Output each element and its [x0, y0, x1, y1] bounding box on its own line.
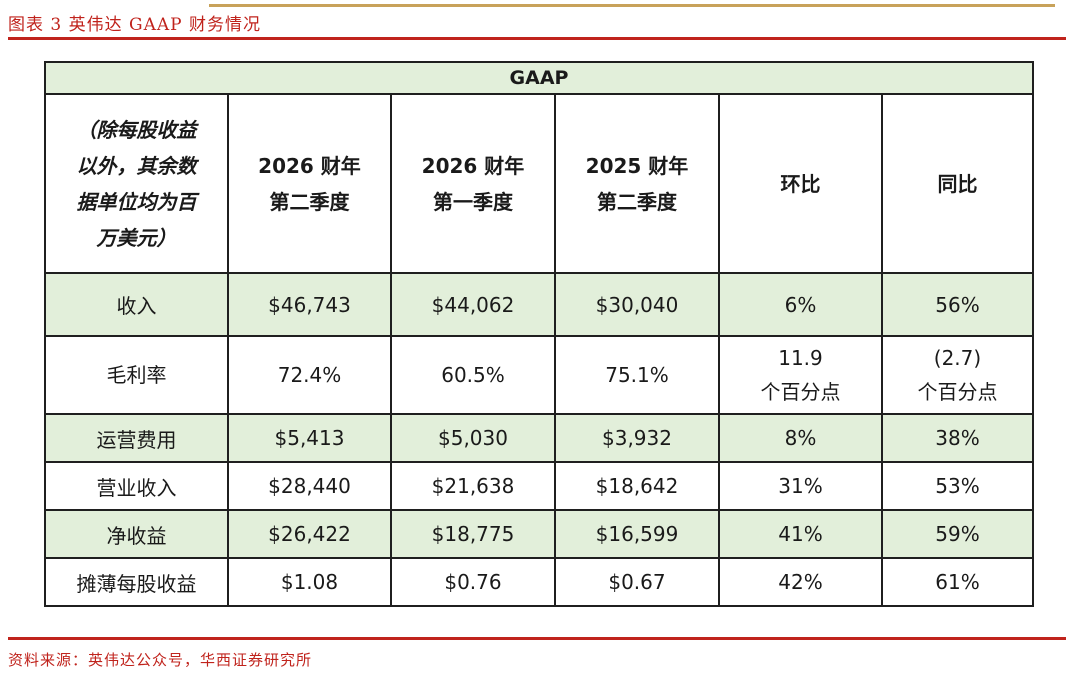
cell-value: (2.7): [933, 346, 982, 370]
cell-unit: 个百分点: [917, 380, 998, 404]
table-cell: 75.1%: [554, 335, 720, 415]
table-row-operating-income: 营业收入 $28,440 $21,638 $18,642 31% 53%: [44, 461, 1034, 511]
cell-unit: 个百分点: [760, 380, 841, 404]
table-cell: 6%: [718, 272, 883, 337]
row-label: 净收益: [44, 509, 229, 559]
row-label: 运营费用: [44, 413, 229, 463]
table-cell: $0.76: [390, 557, 556, 607]
table-cell: $5,413: [227, 413, 392, 463]
column-header-line: 第一季度: [433, 189, 513, 214]
table-cell: $0.67: [554, 557, 720, 607]
gaap-financials-table: GAAP （除每股收益 以外，其余数 据单位均为百 万美元） 2026 财年 第…: [44, 61, 1034, 607]
table-cell: 53%: [881, 461, 1034, 511]
table-cell: 61%: [881, 557, 1034, 607]
row-label: 摊薄每股收益: [44, 557, 229, 607]
table-row-revenue: 收入 $46,743 $44,062 $30,040 6% 56%: [44, 272, 1034, 337]
row-label: 毛利率: [44, 335, 229, 415]
caption-divider: [8, 37, 1066, 40]
row-label: 营业收入: [44, 461, 229, 511]
column-header-line: 2026 财年: [421, 153, 525, 178]
column-header-line: 2025 财年: [585, 153, 689, 178]
table-title-row: GAAP: [44, 61, 1034, 95]
table-cell: 31%: [718, 461, 883, 511]
table-cell: $44,062: [390, 272, 556, 337]
table-cell: $30,040: [554, 272, 720, 337]
table-row-gross-margin: 毛利率 72.4% 60.5% 75.1% 11.9 个百分点 (2.7) 个百…: [44, 335, 1034, 415]
table-title: GAAP: [44, 61, 1034, 95]
table-cell: $21,638: [390, 461, 556, 511]
table-cell: 38%: [881, 413, 1034, 463]
column-header-line: 第二季度: [597, 189, 677, 214]
table-cell: 8%: [718, 413, 883, 463]
table-cell: 41%: [718, 509, 883, 559]
table-cell: $1.08: [227, 557, 392, 607]
figure-caption: 图表 3 英伟达 GAAP 财务情况: [8, 15, 262, 35]
unit-note: （除每股收益 以外，其余数 据单位均为百 万美元）: [44, 93, 229, 274]
table-cell: 59%: [881, 509, 1034, 559]
table-cell: $18,775: [390, 509, 556, 559]
table-row-net-income: 净收益 $26,422 $18,775 $16,599 41% 59%: [44, 509, 1034, 559]
table-cell: 56%: [881, 272, 1034, 337]
source-divider: [8, 637, 1066, 640]
table-cell: 42%: [718, 557, 883, 607]
unit-note-line: （除每股收益: [76, 117, 197, 142]
source-note: 资料来源：英伟达公众号，华西证券研究所: [8, 651, 313, 669]
row-label: 收入: [44, 272, 229, 337]
table-cell-qoq: 11.9 个百分点: [718, 335, 883, 415]
unit-note-line: 万美元）: [96, 225, 177, 250]
table-cell: $16,599: [554, 509, 720, 559]
cell-value: 11.9: [778, 346, 823, 370]
table-cell: $3,932: [554, 413, 720, 463]
table-cell: $26,422: [227, 509, 392, 559]
top-gold-rule: [209, 4, 1055, 7]
column-header-q2-fy2026: 2026 财年 第二季度: [227, 93, 392, 274]
table-header-row: （除每股收益 以外，其余数 据单位均为百 万美元） 2026 财年 第二季度 2…: [44, 93, 1034, 274]
column-header-q2-fy2025: 2025 财年 第二季度: [554, 93, 720, 274]
table-cell-yoy: (2.7) 个百分点: [881, 335, 1034, 415]
unit-note-line: 以外，其余数: [76, 153, 197, 178]
column-header-line: 2026 财年: [258, 153, 361, 178]
column-header-q1-fy2026: 2026 财年 第一季度: [390, 93, 556, 274]
column-header-line: 第二季度: [269, 189, 350, 214]
table-cell: $5,030: [390, 413, 556, 463]
table-cell: $18,642: [554, 461, 720, 511]
table-cell: 72.4%: [227, 335, 392, 415]
column-header-yoy: 同比: [881, 93, 1034, 274]
table-cell: $28,440: [227, 461, 392, 511]
table-row-diluted-eps: 摊薄每股收益 $1.08 $0.76 $0.67 42% 61%: [44, 557, 1034, 607]
table-row-operating-expenses: 运营费用 $5,413 $5,030 $3,932 8% 38%: [44, 413, 1034, 463]
column-header-qoq: 环比: [718, 93, 883, 274]
table-cell: $46,743: [227, 272, 392, 337]
table-cell: 60.5%: [390, 335, 556, 415]
unit-note-line: 据单位均为百: [76, 189, 197, 214]
